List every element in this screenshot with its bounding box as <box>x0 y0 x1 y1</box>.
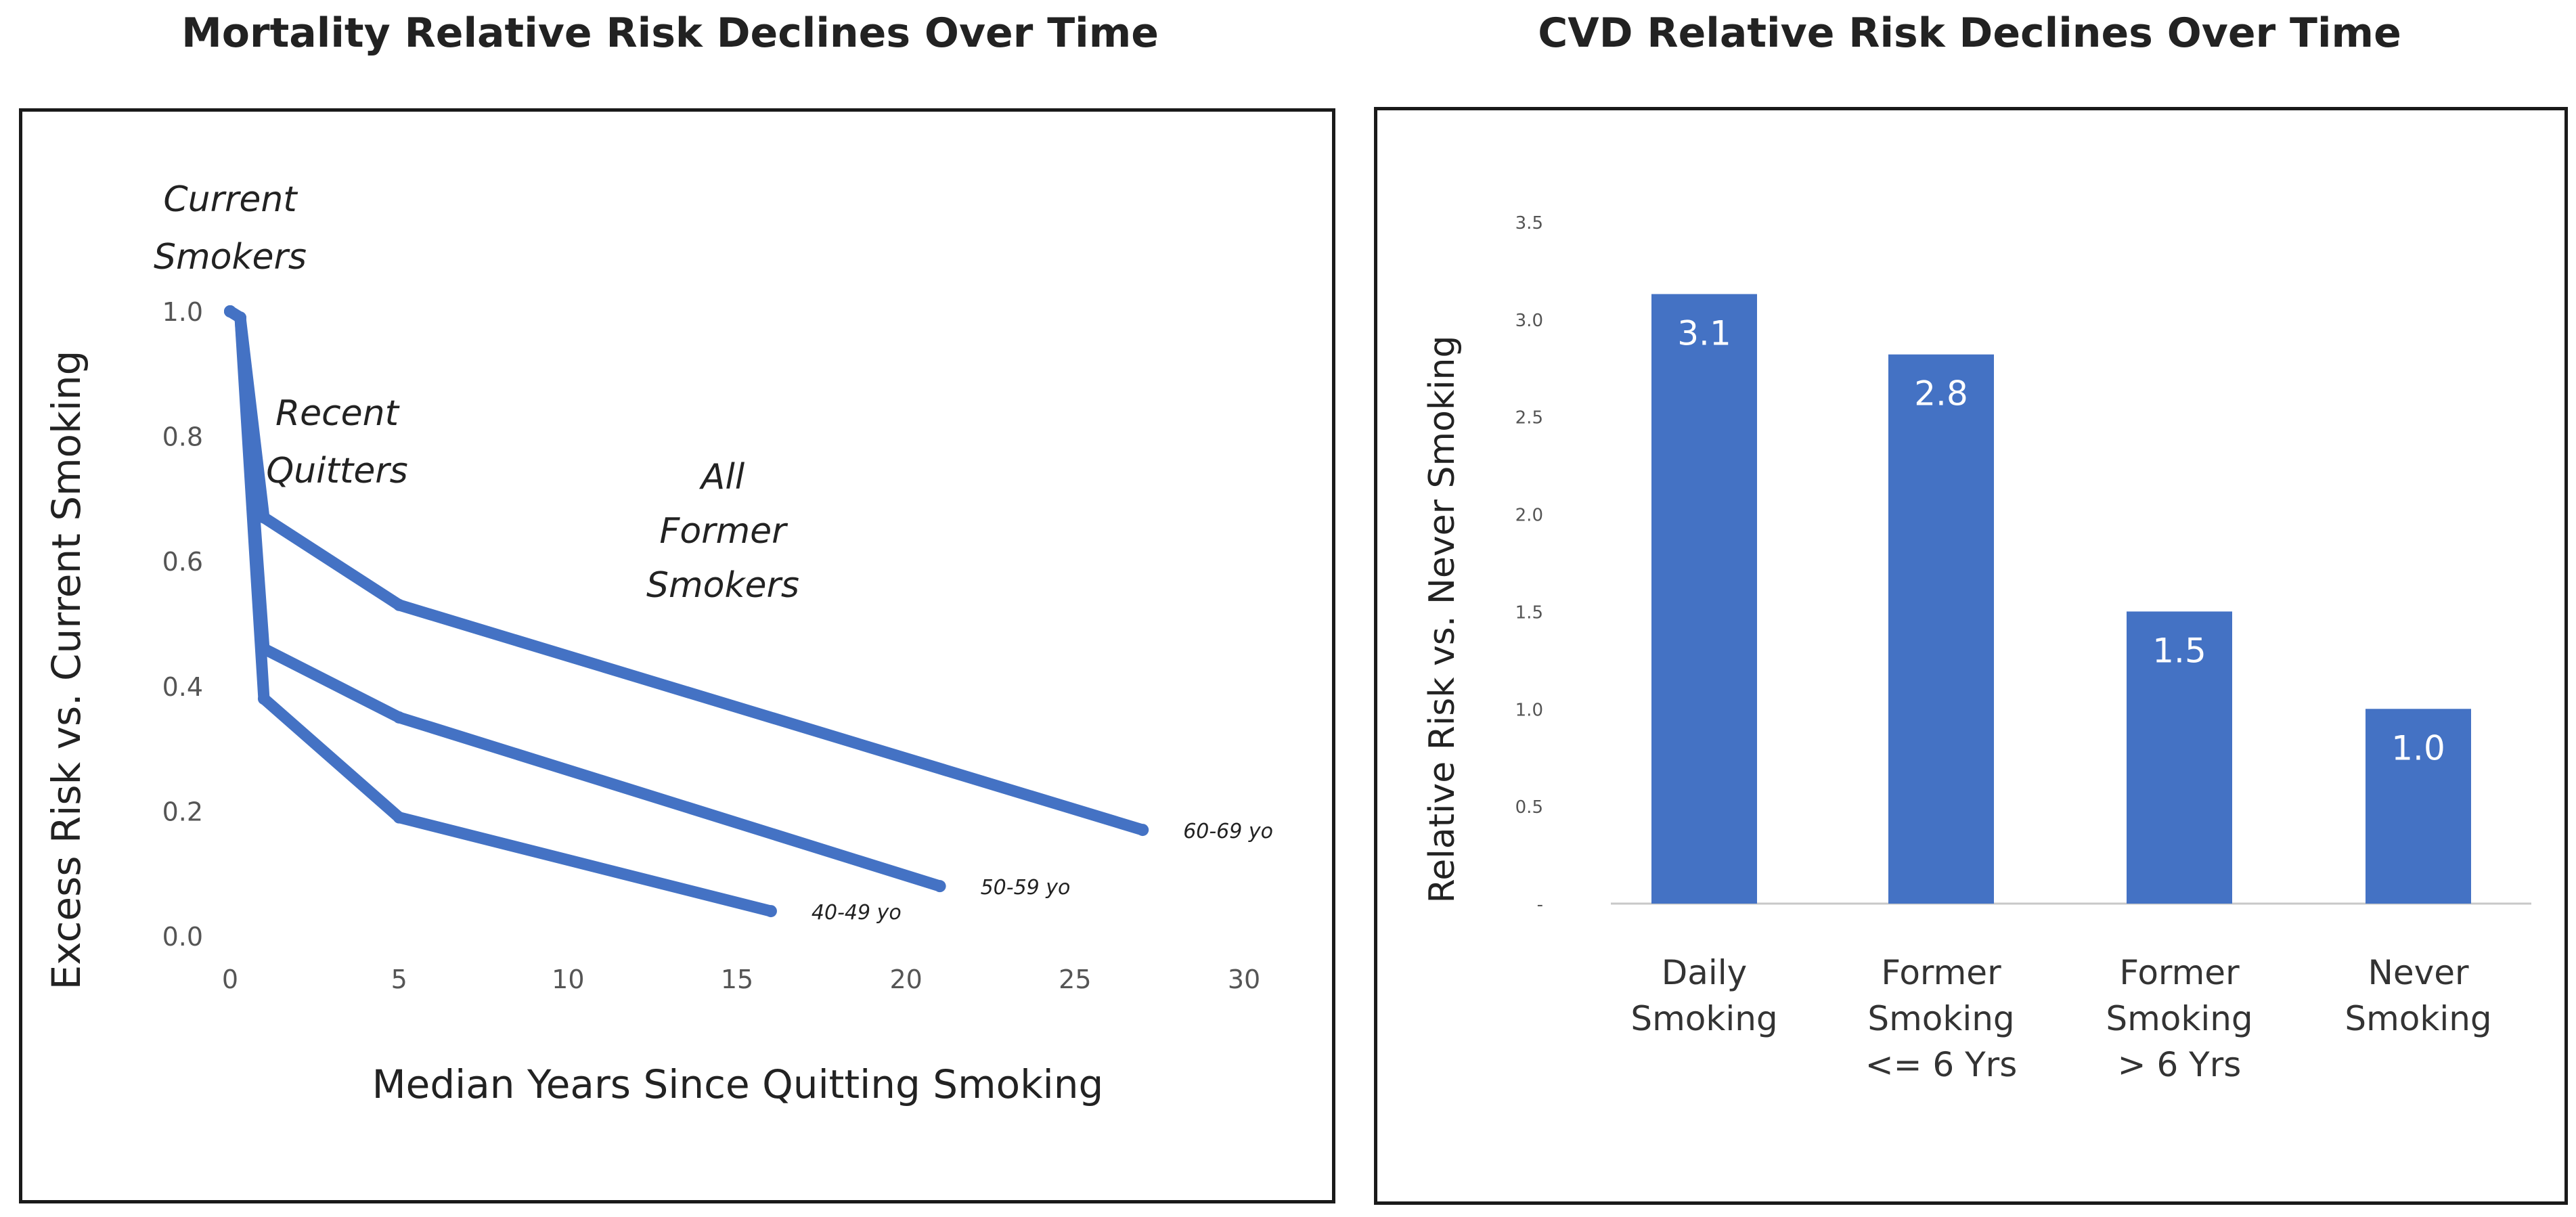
annotation-recent-quitters: Recent Quitters <box>266 393 408 491</box>
category-label-former-smoking-6-yrs: Former <box>2119 953 2240 992</box>
bar-never-smoking <box>2366 709 2471 904</box>
category-label-never-smoking: Never <box>2368 953 2469 992</box>
y-tick-label: 0.4 <box>162 672 203 702</box>
category-label-former-smoking-6-yrs: Smoking <box>2106 999 2252 1038</box>
y-tick-label: - <box>1537 895 1543 915</box>
data-point-40-49-yo <box>234 311 246 324</box>
data-point-60-69-yo <box>257 511 270 524</box>
x-tick-label: 10 <box>552 965 584 994</box>
category-label-former-smoking-6-yrs: Smoking <box>1867 999 2014 1038</box>
data-point-40-49-yo <box>224 305 236 317</box>
category-label-daily-smoking: Smoking <box>1630 999 1777 1038</box>
series-label-40-49-yo: 40-49 yo <box>812 901 902 925</box>
bar-former-smoking-6-yrs <box>1888 354 1994 904</box>
annotation-all-former-smokers: All Former Smokers <box>646 457 799 606</box>
data-point-50-59-yo <box>393 711 405 724</box>
category-label-daily-smoking: Daily <box>1662 953 1748 992</box>
x-tick-label: 25 <box>1059 965 1091 994</box>
x-tick-label: 0 <box>222 965 238 994</box>
category-label-former-smoking-6-yrs: <= 6 Yrs <box>1865 1045 2018 1084</box>
data-label-daily-smoking: 3.1 <box>1677 313 1731 353</box>
y-tick-label: 1.0 <box>1515 700 1543 720</box>
y-axis-title: Relative Risk vs. Never Smoking <box>1422 335 1463 903</box>
data-point-40-49-yo <box>764 905 777 918</box>
series-label-60-69-yo: 60-69 yo <box>1183 820 1273 843</box>
category-label-former-smoking-6-yrs: > 6 Yrs <box>2118 1045 2242 1084</box>
y-tick-label: 0.2 <box>162 797 203 826</box>
category-label-never-smoking: Smoking <box>2345 999 2491 1038</box>
data-label-never-smoking: 1.0 <box>2391 728 2445 768</box>
cvd-chart-frame <box>1374 107 2568 1205</box>
y-tick-label: 2.0 <box>1515 506 1543 526</box>
y-tick-label: 0.0 <box>162 922 203 952</box>
data-point-50-59-yo <box>933 880 946 893</box>
x-tick-label: 5 <box>391 965 407 994</box>
x-tick-label: 20 <box>889 965 922 994</box>
y-tick-label: 3.0 <box>1515 311 1543 331</box>
x-tick-label: 30 <box>1228 965 1260 994</box>
mortality-chart-frame <box>19 108 1335 1203</box>
y-tick-label: 0.5 <box>1515 797 1543 818</box>
data-point-40-49-yo <box>257 692 270 705</box>
bar-former-smoking-6-yrs <box>2127 611 2232 904</box>
x-tick-label: 15 <box>721 965 753 994</box>
y-tick-label: 1.0 <box>162 297 203 327</box>
data-point-60-69-yo <box>1136 824 1149 837</box>
right-chart-title: CVD Relative Risk Declines Over Time <box>1538 9 2401 57</box>
x-axis-title: Median Years Since Quitting Smoking <box>372 1061 1104 1107</box>
data-point-40-49-yo <box>393 811 405 824</box>
data-label-former-smoking-6-yrs: 1.5 <box>2152 631 2206 670</box>
category-label-former-smoking-6-yrs: Former <box>1881 953 2001 992</box>
bar-daily-smoking <box>1651 294 1757 904</box>
series-label-50-59-yo: 50-59 yo <box>981 876 1071 900</box>
y-axis-title: Excess Risk vs. Current Smoking <box>43 351 89 990</box>
y-tick-label: 2.5 <box>1515 408 1543 428</box>
y-tick-label: 0.8 <box>162 422 203 452</box>
annotation-current-smokers: Current Smokers <box>154 179 307 278</box>
y-tick-label: 3.5 <box>1515 213 1543 234</box>
y-tick-label: 0.6 <box>162 547 203 577</box>
data-point-60-69-yo <box>393 598 405 611</box>
left-chart-title: Mortality Relative Risk Declines Over Ti… <box>181 9 1159 57</box>
y-tick-label: 1.5 <box>1515 602 1543 623</box>
data-label-former-smoking-6-yrs: 2.8 <box>1914 374 1968 414</box>
